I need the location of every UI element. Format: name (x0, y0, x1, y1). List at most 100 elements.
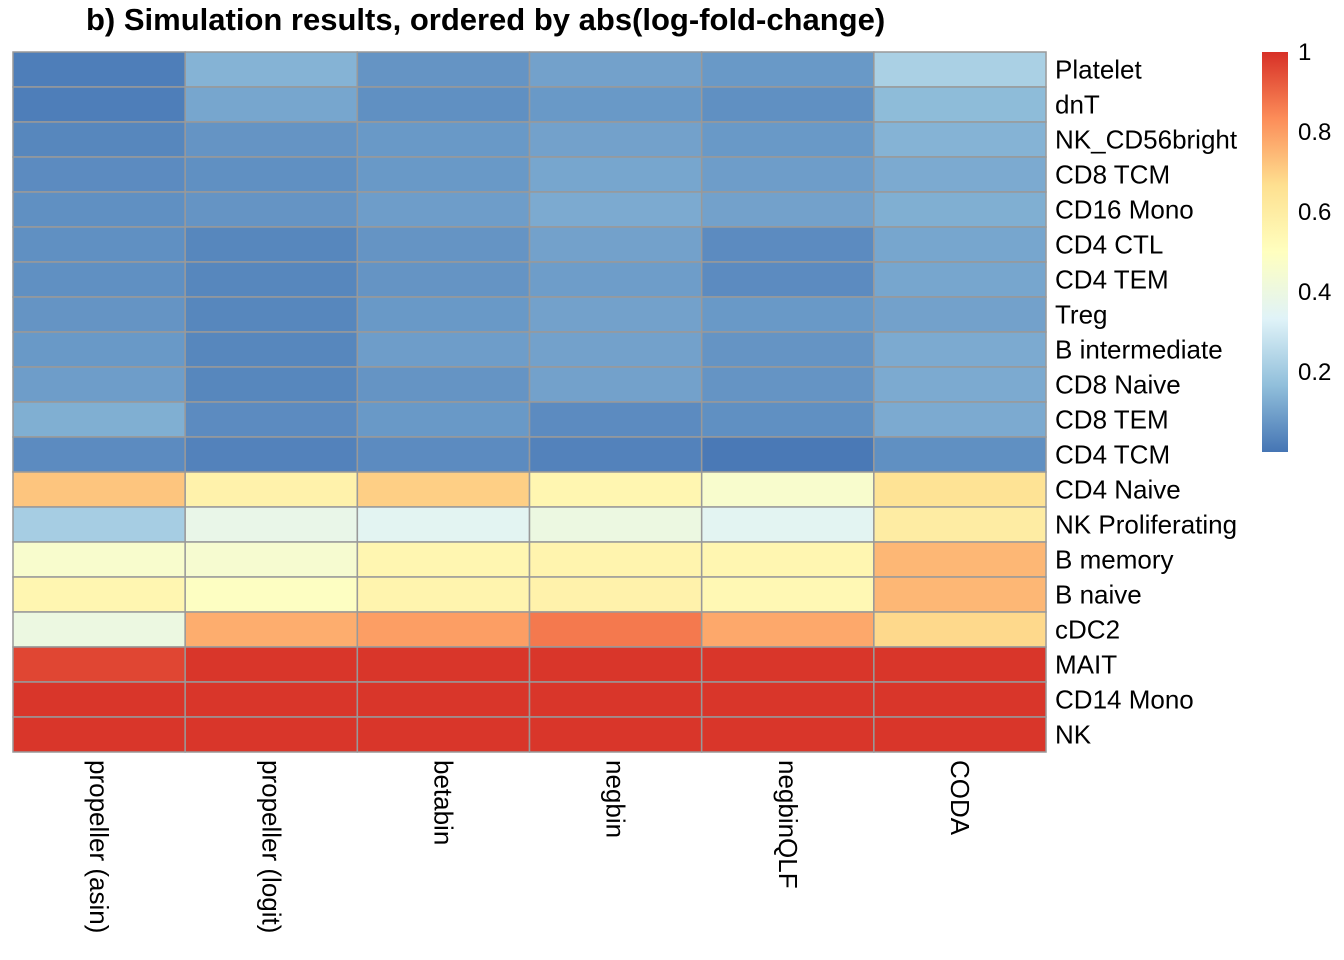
heatmap-cell (12, 366, 186, 403)
row-label: MAIT (1055, 650, 1117, 680)
heatmap-cell (873, 541, 1047, 578)
heatmap-cell (873, 366, 1047, 403)
heatmap-cell (356, 401, 531, 438)
legend-tick-label: 0.2 (1298, 359, 1331, 386)
row-label: cDC2 (1055, 615, 1120, 645)
heatmap-cell (528, 226, 703, 263)
heatmap-cell (700, 506, 875, 543)
heatmap-cell (356, 716, 531, 753)
heatmap-cell (356, 51, 531, 88)
heatmap-cell (700, 331, 875, 368)
heatmap-cell (700, 401, 875, 438)
heatmap-cell (873, 51, 1047, 88)
heatmap-cell (184, 681, 359, 718)
heatmap-cell (12, 296, 186, 333)
heatmap-cell (528, 401, 703, 438)
heatmap-cell (700, 646, 875, 683)
heatmap-cell (356, 611, 531, 648)
heatmap-cell (184, 51, 359, 88)
heatmap-cell (700, 261, 875, 298)
heatmap-cell (356, 296, 531, 333)
heatmap-cell (700, 156, 875, 193)
heatmap-cell (356, 86, 531, 123)
heatmap-cell (528, 471, 703, 508)
heatmap-cell (700, 226, 875, 263)
row-label: Treg (1055, 300, 1108, 330)
heatmap-cell (184, 401, 359, 438)
heatmap-cell (873, 681, 1047, 718)
row-label: B intermediate (1055, 335, 1223, 365)
heatmap-cell (356, 471, 531, 508)
row-label: dnT (1055, 90, 1100, 120)
column-label: CODA (945, 760, 975, 836)
heatmap-cell (700, 436, 875, 473)
heatmap-cell (12, 401, 186, 438)
heatmap-cell (528, 86, 703, 123)
column-label: propeller (asin) (84, 760, 114, 933)
heatmap-cell (528, 191, 703, 228)
heatmap-cell (184, 86, 359, 123)
heatmap-cell (528, 716, 703, 753)
heatmap-cell (700, 716, 875, 753)
heatmap-cell (184, 191, 359, 228)
heatmap-cell (528, 121, 703, 158)
heatmap-cell (873, 331, 1047, 368)
heatmap-cell (873, 191, 1047, 228)
heatmap-cell (700, 611, 875, 648)
heatmap-cell (528, 506, 703, 543)
heatmap-cell (12, 681, 186, 718)
heatmap-cell (184, 436, 359, 473)
heatmap-cell (528, 261, 703, 298)
heatmap-cell (356, 646, 531, 683)
row-label: CD4 Naive (1055, 475, 1181, 505)
row-label: CD4 CTL (1055, 230, 1163, 260)
heatmap-cell (12, 541, 186, 578)
heatmap-cell (356, 191, 531, 228)
heatmap-cell (700, 86, 875, 123)
row-label: CD8 TCM (1055, 160, 1170, 190)
row-label: B memory (1055, 545, 1173, 575)
heatmap-cell (356, 576, 531, 613)
heatmap-cell (700, 51, 875, 88)
heatmap-cell (184, 506, 359, 543)
heatmap-cell (12, 86, 186, 123)
heatmap-cell (12, 471, 186, 508)
heatmap-cell (12, 261, 186, 298)
chart-title: b) Simulation results, ordered by abs(lo… (86, 2, 886, 37)
heatmap-cell (12, 331, 186, 368)
heatmap-cell (356, 261, 531, 298)
heatmap-cell (873, 226, 1047, 263)
heatmap-cell (356, 121, 531, 158)
column-label: propeller (logit) (256, 760, 286, 933)
heatmap-cell (528, 681, 703, 718)
row-label: CD8 TEM (1055, 405, 1169, 435)
heatmap-cell (356, 366, 531, 403)
heatmap-cell (356, 506, 531, 543)
heatmap-cell (528, 51, 703, 88)
heatmap-cell (873, 401, 1047, 438)
heatmap-cell (528, 541, 703, 578)
legend-tick-label: 0.4 (1298, 279, 1331, 306)
heatmap-cell (184, 121, 359, 158)
heatmap-cell (12, 506, 186, 543)
color-legend: 1 0.8 0.6 0.4 0.2 (1262, 39, 1331, 452)
heatmap-cell (184, 226, 359, 263)
row-label: B naive (1055, 580, 1142, 610)
heatmap-cell (12, 156, 186, 193)
heatmap-cell (873, 506, 1047, 543)
heatmap-cell (873, 611, 1047, 648)
row-labels: Platelet dnT NK_CD56bright CD8 TCM CD16 Mono… (1055, 55, 1238, 750)
row-label: NK Proliferating (1055, 510, 1237, 540)
heatmap-cell (12, 191, 186, 228)
heatmap-cell (873, 716, 1047, 753)
column-labels: propeller (asin) propeller (logit) betabin… (84, 760, 975, 933)
heatmap-cell (184, 646, 359, 683)
heatmap-cell (873, 436, 1047, 473)
heatmap-cell (184, 541, 359, 578)
legend-color-bar (1262, 52, 1288, 452)
heatmap-cell (184, 366, 359, 403)
column-label: negbinQLF (773, 760, 803, 889)
row-label: Platelet (1055, 55, 1142, 85)
heatmap-cell (528, 611, 703, 648)
row-label: CD4 TEM (1055, 265, 1169, 295)
